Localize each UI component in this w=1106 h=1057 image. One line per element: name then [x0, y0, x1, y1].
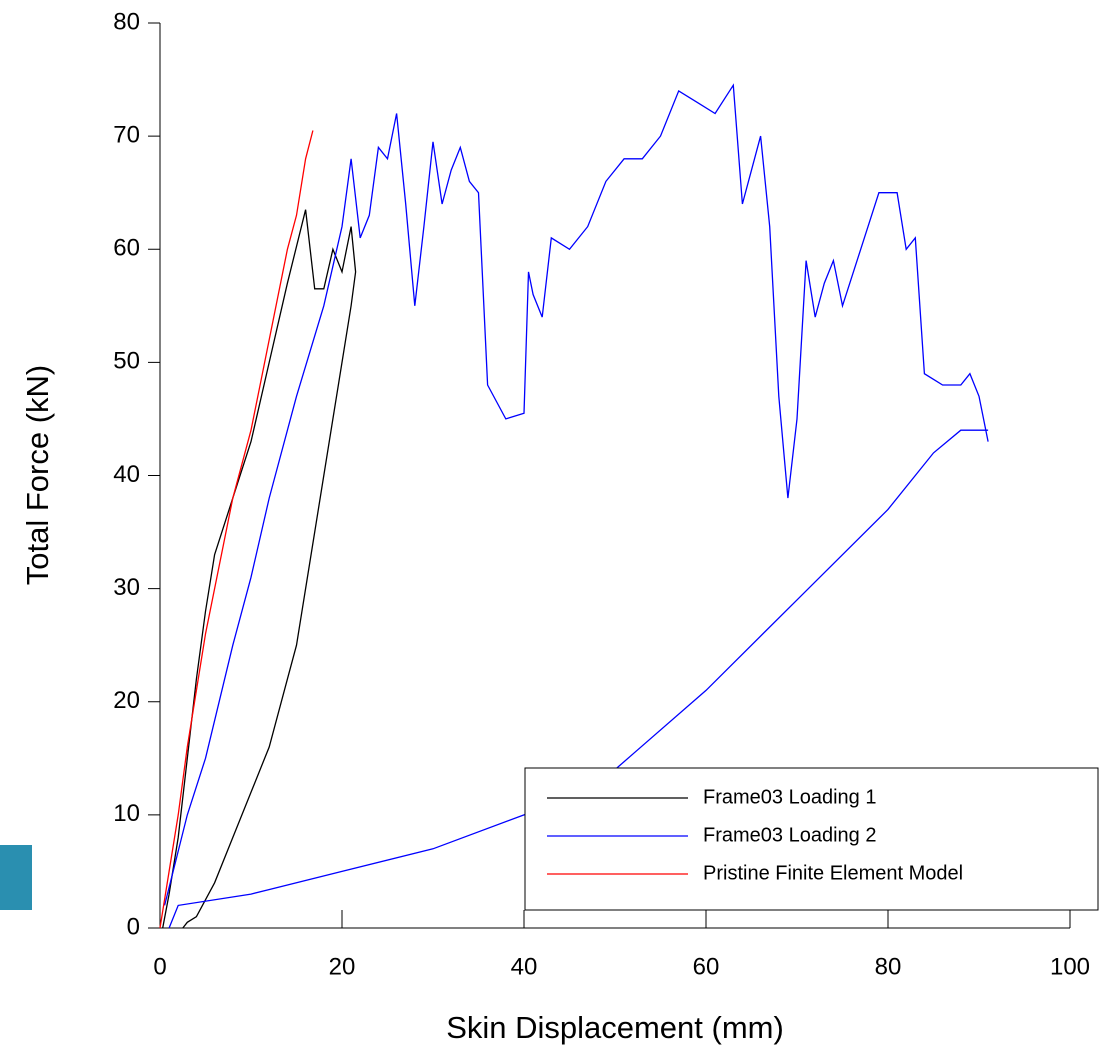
y-tick-label: 40: [113, 461, 140, 488]
y-tick-label: 80: [113, 8, 140, 35]
series-line: [163, 210, 356, 928]
y-tick-label: 20: [113, 687, 140, 714]
x-tick-label: 100: [1050, 953, 1090, 980]
y-tick-label: 10: [113, 800, 140, 827]
y-tick-label: 50: [113, 348, 140, 375]
x-tick-label: 80: [875, 953, 902, 980]
chart: Skin Displacement (mm) Total Force (kN) …: [0, 0, 1106, 1057]
y-tick-label: 0: [127, 913, 140, 940]
x-axis-label: Skin Displacement (mm): [446, 1010, 784, 1045]
mesh-fragment: [0, 845, 32, 910]
series-line: [160, 131, 313, 929]
y-axis-label: Total Force (kN): [20, 365, 55, 585]
page: Skin Displacement (mm) Total Force (kN) …: [0, 0, 1106, 1057]
x-tick-label: 0: [153, 953, 166, 980]
x-tick-label: 60: [693, 953, 720, 980]
legend-label: Pristine Finite Element Model: [703, 862, 963, 884]
y-tick-label: 60: [113, 235, 140, 262]
y-tick-label: 30: [113, 574, 140, 601]
y-tick-label: 70: [113, 121, 140, 148]
x-tick-label: 40: [511, 953, 538, 980]
legend-label: Frame03 Loading 1: [703, 786, 876, 808]
x-tick-label: 20: [329, 953, 356, 980]
legend-label: Frame03 Loading 2: [703, 824, 876, 846]
